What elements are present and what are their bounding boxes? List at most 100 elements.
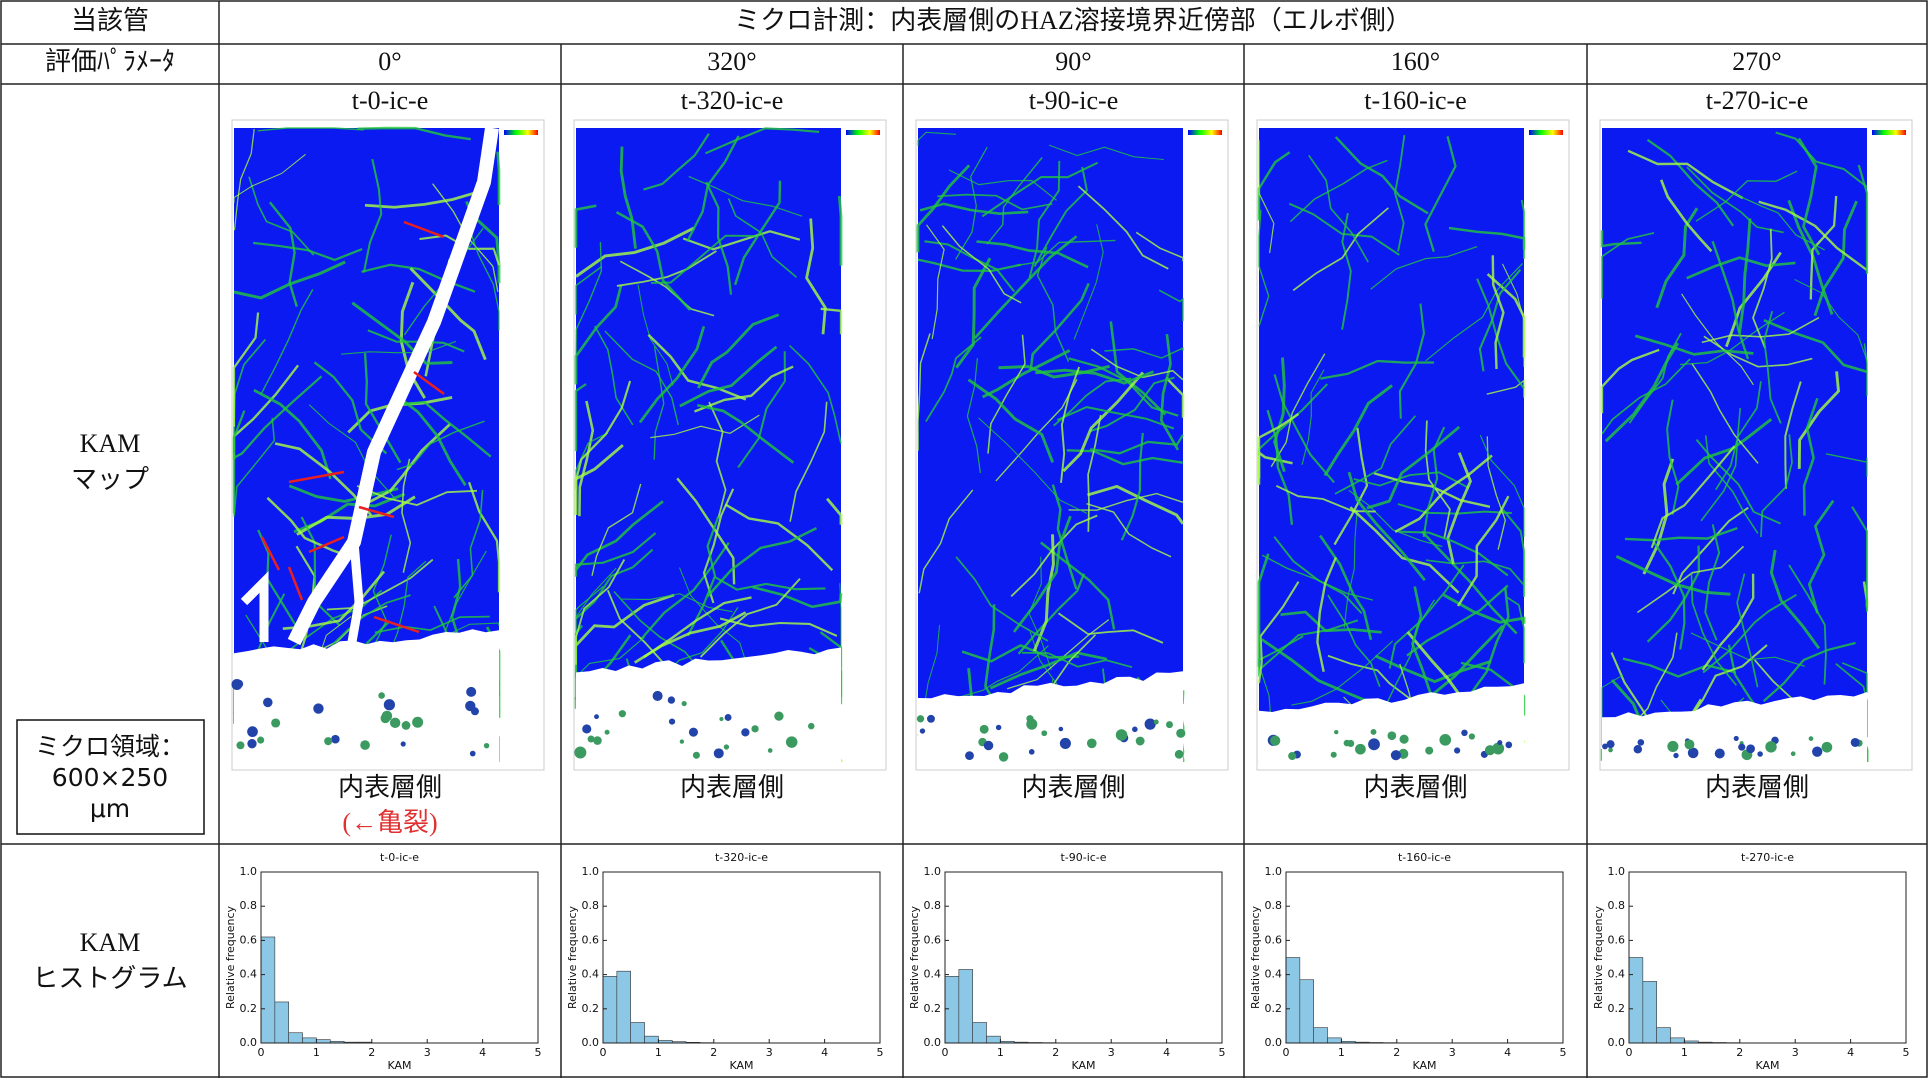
hist-title: t-320-ic-e <box>715 851 768 864</box>
inclusion-spot <box>682 701 687 706</box>
y-tick-label: 0.2 <box>1265 1002 1283 1015</box>
angle-header: 270° <box>1732 47 1781 76</box>
inclusion-spot <box>605 730 610 735</box>
hist-bar <box>617 971 631 1043</box>
inclusion-spot <box>693 752 700 759</box>
inclusion-spot <box>247 739 256 748</box>
x-tick-label: 3 <box>1792 1046 1799 1059</box>
inclusion-spot <box>1176 729 1185 738</box>
inclusion-spot <box>390 718 400 728</box>
x-tick-label: 0 <box>942 1046 949 1059</box>
hist-bar <box>959 969 973 1043</box>
y-tick-label: 0.2 <box>240 1002 258 1015</box>
y-tick-label: 0.2 <box>582 1002 600 1015</box>
inclusion-spot <box>1851 738 1860 747</box>
sample-label: t-0-ic-e <box>352 86 429 115</box>
y-tick-label: 1.0 <box>1608 865 1626 878</box>
kam-map-image <box>916 120 1228 770</box>
x-tick-label: 5 <box>1903 1046 1910 1059</box>
x-axis-label: KAM <box>1755 1059 1779 1072</box>
param-label: 評価ﾊﾟﾗﾒｰﾀ <box>45 47 175 76</box>
inclusion-spot <box>1685 740 1695 750</box>
x-tick-label: 0 <box>1283 1046 1290 1059</box>
x-tick-label: 2 <box>710 1046 717 1059</box>
inclusion-spot <box>1757 751 1763 757</box>
x-tick-label: 2 <box>1052 1046 1059 1059</box>
inclusion-spot <box>1116 729 1127 740</box>
map-caption: 内表層側 <box>680 773 784 802</box>
inclusion-spot <box>378 692 385 699</box>
x-tick-label: 5 <box>1219 1046 1226 1059</box>
x-tick-label: 4 <box>821 1046 828 1059</box>
hist-bar <box>1671 1038 1685 1043</box>
inclusion-spot <box>412 717 423 728</box>
hist-bar <box>1314 1028 1328 1043</box>
inclusion-spot <box>1485 745 1495 755</box>
inclusion-spot <box>1812 746 1822 756</box>
inclusion-spot <box>619 710 626 717</box>
hist-bar <box>987 1036 1001 1043</box>
hist-bar <box>973 1022 987 1043</box>
inclusion-spot <box>401 741 406 746</box>
inclusion-spot <box>574 746 586 758</box>
hist-title: t-0-ic-e <box>380 851 419 864</box>
plot-frame <box>1286 872 1563 1043</box>
inclusion-spot <box>1154 720 1159 725</box>
inclusion-spot <box>1145 719 1156 730</box>
x-tick-label: 3 <box>1449 1046 1456 1059</box>
inclusion-spot <box>1791 751 1796 756</box>
x-tick-label: 0 <box>600 1046 607 1059</box>
y-tick-label: 0.4 <box>1608 968 1626 981</box>
inclusion-spot <box>331 735 340 744</box>
angle-header: 320° <box>707 47 756 76</box>
hist-bar <box>275 1002 289 1043</box>
note-text: μm <box>90 794 130 823</box>
inclusion-spot <box>669 718 675 724</box>
x-tick-label: 1 <box>655 1046 662 1059</box>
inclusion-spot <box>1334 730 1338 734</box>
page: 当該管 ミクロ計測：内表層側のHAZ溶接境界近傍部（エルボ側） 評価ﾊﾟﾗﾒｰﾀ… <box>0 0 1930 1080</box>
x-tick-label: 1 <box>313 1046 320 1059</box>
map-caption: 内表層側 <box>1021 773 1125 802</box>
row-label: ヒストグラム <box>32 964 187 993</box>
y-tick-label: 0.0 <box>1265 1036 1283 1049</box>
inclusion-spot <box>1439 734 1451 746</box>
inclusion-spot <box>1288 752 1296 760</box>
x-tick-label: 5 <box>1560 1046 1567 1059</box>
y-tick-label: 0.2 <box>1608 1002 1626 1015</box>
inclusion-spot <box>724 744 729 749</box>
inclusion-spot <box>1738 744 1745 751</box>
inclusion-spot <box>680 739 684 743</box>
inclusion-spot <box>920 728 925 733</box>
inclusion-spot <box>360 740 370 750</box>
inclusion-spot <box>236 741 244 749</box>
inclusion-spot <box>1132 727 1138 733</box>
hist-bar <box>945 976 959 1043</box>
inclusion-spot <box>1387 731 1396 740</box>
inclusion-spot <box>484 743 489 748</box>
y-axis-label: Relative frequency <box>1592 905 1605 1009</box>
kam-map-image <box>1257 120 1569 770</box>
x-tick-label: 1 <box>997 1046 1004 1059</box>
hist-title: t-270-ic-e <box>1741 851 1794 864</box>
x-axis-label: KAM <box>387 1059 411 1072</box>
hist-bar <box>1643 981 1657 1043</box>
kam-map-image <box>1600 120 1912 770</box>
inclusion-spot <box>808 723 814 729</box>
inclusion-spot <box>917 715 924 722</box>
inclusion-spot <box>1425 747 1433 755</box>
inclusion-spot <box>996 725 1001 730</box>
x-tick-label: 1 <box>1681 1046 1688 1059</box>
y-tick-label: 0.4 <box>240 968 258 981</box>
inclusion-spot <box>1136 737 1145 746</box>
y-tick-label: 0.8 <box>240 899 258 912</box>
inclusion-spot <box>1041 730 1047 736</box>
sample-label: t-320-ic-e <box>681 86 784 115</box>
inclusion-spot <box>1461 730 1467 736</box>
inclusion-spot <box>594 714 599 719</box>
inclusion-spot <box>1087 738 1097 748</box>
inclusion-spot <box>1673 753 1678 758</box>
x-tick-label: 0 <box>1626 1046 1633 1059</box>
plot-frame <box>1629 872 1906 1043</box>
hist-title: t-160-ic-e <box>1398 851 1451 864</box>
